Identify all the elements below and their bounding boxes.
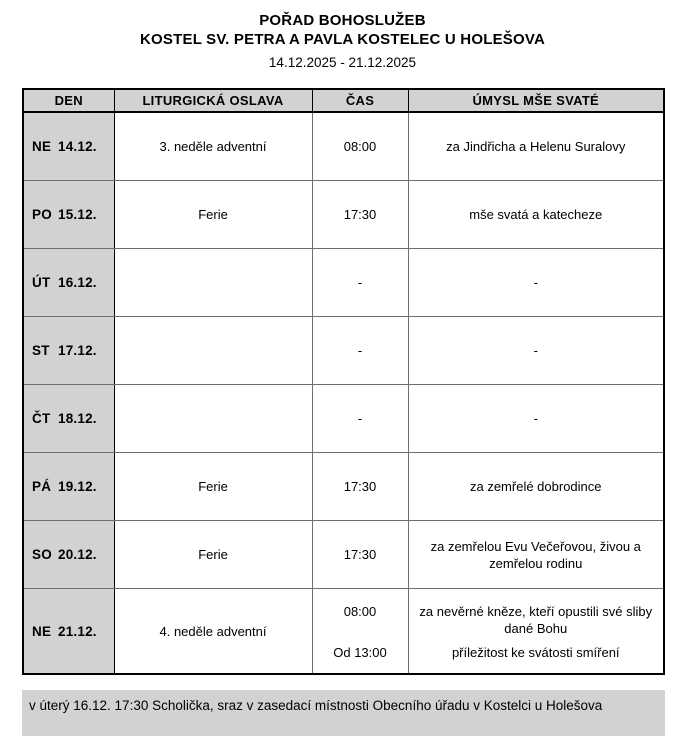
cell-intention: -: [407, 316, 665, 385]
cell-intention: za zemřelou Evu Večeřovou, živou a zemře…: [407, 520, 665, 589]
day-date: 18.12.: [58, 411, 97, 426]
day-abbreviation: NE: [32, 139, 52, 154]
cell-intention: za Jindřicha a Helenu Suralovy: [407, 111, 665, 181]
cell-time: -: [311, 248, 409, 317]
table-header-row: DEN LITURGICKÁ OSLAVA ČAS ÚMYSL MŠE SVAT…: [22, 88, 665, 113]
cell-liturgy: [113, 384, 313, 453]
cell-day: ÚT 16.12.: [22, 248, 115, 317]
table-row: ST 17.12. - -: [22, 316, 665, 385]
day-abbreviation: ÚT: [32, 275, 51, 290]
table-row: NE 14.12. 3. neděle adventní 08:00 za Jin…: [22, 111, 665, 181]
page-title: POŘAD BOHOSLUŽEB: [259, 12, 426, 29]
cell-time: 17:30: [311, 452, 409, 521]
cell-intention: -: [407, 248, 665, 317]
table-row: ČT 18.12. - -: [22, 384, 665, 453]
day-date: 14.12.: [58, 139, 97, 154]
day-abbreviation: ČT: [32, 411, 51, 426]
cell-time: 17:30: [311, 180, 409, 249]
cell-intention: mše svatá a katecheze: [407, 180, 665, 249]
cell-day: SO 20.12.: [22, 520, 115, 589]
cell-liturgy: [113, 316, 313, 385]
cell-liturgy: 3. neděle adventní: [113, 111, 313, 181]
cell-day: ST 17.12.: [22, 316, 115, 385]
table-row: PO 15.12. Ferie 17:30 mše svatá a kateche…: [22, 180, 665, 249]
day-date: 21.12.: [58, 623, 97, 639]
cell-time: 08:00 Od 13:00: [311, 588, 409, 675]
page-subtitle-church: KOSTEL SV. PETRA A PAVLA KOSTELEC U HOLE…: [140, 31, 545, 48]
day-date: 17.12.: [58, 343, 97, 358]
table-row: PÁ 19.12. Ferie 17:30 za zemřelé dobrodin…: [22, 452, 665, 521]
day-date: 15.12.: [58, 207, 97, 222]
cell-time: -: [311, 384, 409, 453]
day-abbreviation: PO: [32, 207, 52, 222]
cell-intention: -: [407, 384, 665, 453]
cell-intention-secondary: příležitost ke svátosti smíření: [451, 645, 620, 660]
day-date: 20.12.: [58, 547, 97, 562]
table-row: SO 20.12. Ferie 17:30 za zemřelou Evu Več…: [22, 520, 665, 589]
cell-liturgy: 4. neděle adventní: [113, 588, 313, 675]
cell-day: NE 21.12.: [22, 588, 115, 675]
cell-time-secondary: Od 13:00: [333, 645, 387, 660]
column-header-time: ČAS: [311, 88, 409, 113]
cell-intention-primary: za nevěrné kněze, kteří opustili své sli…: [419, 604, 653, 636]
page-heading: POŘAD BOHOSLUŽEB KOSTEL SV. PETRA A PAVL…: [0, 0, 685, 74]
column-header-day: DEN: [22, 88, 115, 113]
table-row: ÚT 16.12. - -: [22, 248, 665, 317]
schedule-table: DEN LITURGICKÁ OSLAVA ČAS ÚMYSL MŠE SVAT…: [22, 88, 665, 675]
date-range: 14.12.2025 - 21.12.2025: [268, 55, 417, 70]
cell-time: 08:00: [311, 111, 409, 181]
cell-day: NE 14.12.: [22, 111, 115, 181]
cell-time-primary: 08:00: [343, 604, 377, 619]
column-header-intention: ÚMYSL MŠE SVATÉ: [407, 88, 665, 113]
table-row: NE 21.12. 4. neděle adventní 08:00 Od 13:…: [22, 588, 665, 675]
schedule-table-container: DEN LITURGICKÁ OSLAVA ČAS ÚMYSL MŠE SVAT…: [22, 88, 665, 675]
cell-intention: za nevěrné kněze, kteří opustili své sli…: [407, 588, 665, 675]
cell-liturgy: Ferie: [113, 452, 313, 521]
day-abbreviation: PÁ: [32, 479, 52, 494]
cell-liturgy: Ferie: [113, 520, 313, 589]
cell-day: ČT 18.12.: [22, 384, 115, 453]
day-abbreviation: SO: [32, 547, 52, 562]
cell-time: -: [311, 316, 409, 385]
cell-time: 17:30: [311, 520, 409, 589]
column-header-liturgy: LITURGICKÁ OSLAVA: [113, 88, 313, 113]
cell-day: PO 15.12.: [22, 180, 115, 249]
cell-intention: za zemřelé dobrodince: [407, 452, 665, 521]
cell-liturgy: Ferie: [113, 180, 313, 249]
day-date: 16.12.: [58, 275, 97, 290]
cell-liturgy: [113, 248, 313, 317]
day-date: 19.12.: [58, 479, 97, 494]
footer-note: v úterý 16.12. 17:30 Scholička, sraz v z…: [22, 690, 665, 736]
day-abbreviation: ST: [32, 343, 50, 358]
cell-day: PÁ 19.12.: [22, 452, 115, 521]
day-abbreviation: NE: [32, 623, 52, 639]
